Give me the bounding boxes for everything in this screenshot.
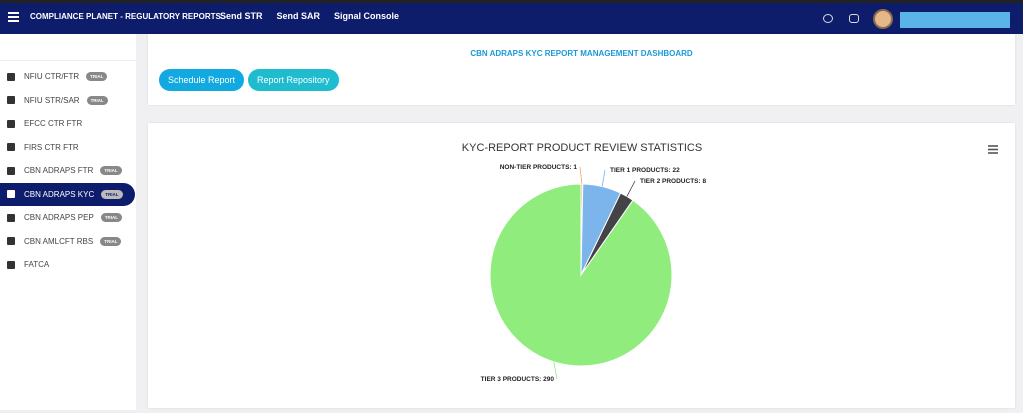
trial-badge: TRIAL <box>86 95 108 105</box>
chart: KYC-REPORT PRODUCT REVIEW STATISTICS NON… <box>462 142 998 383</box>
sidebar-item[interactable]: CBN ADRAPS PEP TRIAL <box>0 206 136 230</box>
item-label: NFIU CTR/FTR <box>24 72 80 82</box>
item-label: CBN ADRAPS KYC <box>24 189 95 199</box>
item-icon <box>7 166 15 175</box>
label-connector <box>553 361 558 380</box>
trial-badge: TRIAL <box>100 213 123 223</box>
item-icon <box>7 96 15 105</box>
nav-link[interactable]: Send STR <box>220 11 263 21</box>
trial-badge: TRIAL <box>100 166 122 176</box>
sidebar-item[interactable]: NFIU CTR/FTR TRIAL <box>0 65 136 89</box>
chart-title: KYC-REPORT PRODUCT REVIEW STATISTICS <box>462 142 702 154</box>
data-label: TIER 1 PRODUCTS: 22 <box>610 167 680 174</box>
data-label: TIER 3 PRODUCTS: 290 <box>481 376 555 383</box>
nav-link[interactable]: Send SAR <box>276 11 321 21</box>
item-icon <box>7 260 15 269</box>
sidebar-item[interactable]: CBN ADRAPS FTR TRIAL <box>0 159 136 183</box>
pie-slice <box>489 183 673 367</box>
sidebar-item[interactable]: CBN ADRAPS KYC TRIAL <box>0 182 135 206</box>
menu-button[interactable] <box>8 12 19 22</box>
data-label: TIER 2 PRODUCTS: 8 <box>640 178 706 185</box>
label-connector <box>601 169 606 187</box>
item-label: FATCA <box>24 260 50 270</box>
chart-menu[interactable] <box>988 145 998 154</box>
item-icon <box>7 213 15 222</box>
user-menu[interactable] <box>900 12 1010 28</box>
item-label: CBN ADRAPS FTR <box>24 166 94 176</box>
item-label: CBN AMLCFT RBS <box>24 236 94 246</box>
item-label: FIRS CTR FTR <box>24 142 79 152</box>
item-icon <box>7 190 15 199</box>
chart-card: KYC-REPORT PRODUCT REVIEW STATISTICS NON… <box>148 123 1015 408</box>
data-label: NON-TIER PRODUCTS: 1 <box>500 164 578 171</box>
item-icon <box>7 143 15 152</box>
item-label: EFCC CTR FTR <box>24 119 83 129</box>
dashboard-card: CBN ADRAPS KYC REPORT MANAGEMENT DASHBOA… <box>148 34 1015 105</box>
item-label: NFIU STR/SAR <box>24 95 80 105</box>
sidebar-item[interactable]: NFIU STR/SAR TRIAL <box>0 89 136 113</box>
sidebar: NFIU CTR/FTR TRIAL NFIU STR/SAR TRIAL EFCC C… <box>0 34 136 410</box>
item-icon <box>7 72 15 81</box>
item-icon <box>7 237 15 246</box>
avatar[interactable] <box>873 9 893 29</box>
sidebar-item[interactable]: CBN AMLCFT RBS TRIAL <box>0 230 136 254</box>
button[interactable]: Report Repository <box>248 69 339 91</box>
cast-icon[interactable] <box>849 14 859 23</box>
label-connector <box>579 166 583 185</box>
button[interactable]: Schedule Report <box>159 69 245 91</box>
trial-badge: TRIAL <box>86 72 108 82</box>
sidebar-item[interactable]: FATCA <box>0 253 136 277</box>
trial-badge: TRIAL <box>101 189 123 199</box>
brand[interactable]: COMPLIANCE PLANET - REGULATORY REPORTS <box>30 12 221 21</box>
nav-link[interactable]: Signal Console <box>334 11 400 21</box>
nav-links: Send STR Send SAR Signal Console <box>220 11 399 21</box>
sidebar-item[interactable]: EFCC CTR FTR <box>0 112 136 136</box>
dashboard-title: CBN ADRAPS KYC REPORT MANAGEMENT DASHBOA… <box>470 49 693 58</box>
item-icon <box>7 119 15 128</box>
settings-icon[interactable] <box>823 14 833 23</box>
item-label: CBN ADRAPS PEP <box>24 213 94 223</box>
top-nav: COMPLIANCE PLANET - REGULATORY REPORTS S… <box>0 0 1023 34</box>
sidebar-item[interactable]: FIRS CTR FTR <box>0 136 136 160</box>
label-connector <box>626 180 636 197</box>
trial-badge: TRIAL <box>100 236 122 246</box>
